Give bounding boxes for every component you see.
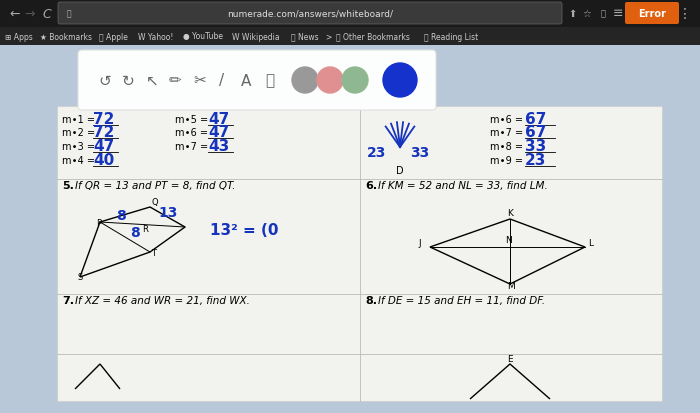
Text: 23: 23 xyxy=(525,153,547,168)
Text: 8: 8 xyxy=(116,209,126,223)
Text: 40: 40 xyxy=(93,153,114,168)
Text: S: S xyxy=(77,272,83,281)
Text: ⊞ Apps: ⊞ Apps xyxy=(5,33,33,41)
Text: If QR = 13 and PT = 8, find QT.: If QR = 13 and PT = 8, find QT. xyxy=(75,180,235,190)
Text: 47: 47 xyxy=(208,112,230,127)
Text: ☆: ☆ xyxy=(582,9,592,19)
FancyBboxPatch shape xyxy=(78,51,436,111)
Text: E: E xyxy=(507,354,512,363)
Text: ⬆: ⬆ xyxy=(568,9,576,19)
Text: 67: 67 xyxy=(525,112,547,127)
Text: 43: 43 xyxy=(208,139,230,154)
Text: D: D xyxy=(396,166,404,176)
Text: K: K xyxy=(507,209,513,218)
Text: ✏: ✏ xyxy=(169,74,181,88)
FancyBboxPatch shape xyxy=(58,3,562,25)
Text: 33: 33 xyxy=(410,146,429,159)
Text: m∙8 =: m∙8 = xyxy=(490,142,523,152)
Text: ⋮: ⋮ xyxy=(678,7,692,21)
Text: J: J xyxy=(418,238,421,247)
Text: 📁 Other Bookmarks: 📁 Other Bookmarks xyxy=(336,33,410,41)
Text: W Wikipedia: W Wikipedia xyxy=(232,33,279,41)
Text: m∙1 =: m∙1 = xyxy=(62,115,95,125)
Text: Error: Error xyxy=(638,9,666,19)
Text: 6.: 6. xyxy=(365,180,377,190)
Text: 13² = (0: 13² = (0 xyxy=(210,223,279,237)
Text: L: L xyxy=(588,238,593,247)
Text: 72: 72 xyxy=(93,112,114,127)
Text: m∙9 =: m∙9 = xyxy=(490,156,523,166)
Text: Q: Q xyxy=(151,197,158,206)
Text: 📖 Reading List: 📖 Reading List xyxy=(424,33,478,41)
Text: 33: 33 xyxy=(525,139,546,154)
Text: >: > xyxy=(326,33,332,41)
Text: 8: 8 xyxy=(130,225,140,240)
Circle shape xyxy=(342,68,368,94)
Text: 🧩: 🧩 xyxy=(601,9,606,19)
Text: R: R xyxy=(142,224,148,233)
Text: →: → xyxy=(25,7,35,21)
Text: m∙6 =: m∙6 = xyxy=(490,115,523,125)
Text: 13: 13 xyxy=(158,206,177,219)
Bar xyxy=(0,46,700,413)
Circle shape xyxy=(292,68,318,94)
Text: If XZ = 46 and WR = 21, find WX.: If XZ = 46 and WR = 21, find WX. xyxy=(75,295,250,305)
Text: ↖: ↖ xyxy=(146,74,158,88)
Text: m∙4 =: m∙4 = xyxy=(62,156,95,166)
Text: 5.: 5. xyxy=(62,180,74,190)
FancyBboxPatch shape xyxy=(625,3,679,25)
Text: 📰 News: 📰 News xyxy=(290,33,318,41)
Text: W Yahoo!: W Yahoo! xyxy=(138,33,174,41)
Text: 67: 67 xyxy=(525,125,547,140)
Text: T: T xyxy=(151,248,156,257)
Text: 72: 72 xyxy=(93,125,114,140)
Text: A: A xyxy=(241,74,251,88)
Text: numerade.com/answers/whiteboard/: numerade.com/answers/whiteboard/ xyxy=(227,9,393,19)
Text: m∙7 =: m∙7 = xyxy=(175,142,208,152)
Text: ★ Bookmarks: ★ Bookmarks xyxy=(40,33,92,41)
Text: m∙2 =: m∙2 = xyxy=(62,128,95,138)
Text: ↺: ↺ xyxy=(99,74,111,88)
Text: N: N xyxy=(505,235,512,244)
Text: 🖼: 🖼 xyxy=(265,74,274,88)
Text: ↻: ↻ xyxy=(122,74,134,88)
Text: If KM = 52 and NL = 33, find LM.: If KM = 52 and NL = 33, find LM. xyxy=(378,180,547,190)
Text: m∙7 =: m∙7 = xyxy=(490,128,523,138)
Text: /: / xyxy=(219,74,225,88)
Text: If DE = 15 and EH = 11, find DF.: If DE = 15 and EH = 11, find DF. xyxy=(378,295,545,305)
Text: ≡: ≡ xyxy=(612,7,623,21)
Text: ● YouTube: ● YouTube xyxy=(183,33,223,41)
Bar xyxy=(57,107,662,401)
Text: 23: 23 xyxy=(367,146,386,159)
Text: ⌾ Apple: ⌾ Apple xyxy=(99,33,127,41)
Text: 47: 47 xyxy=(208,125,230,140)
Circle shape xyxy=(383,64,417,98)
Text: m∙6 =: m∙6 = xyxy=(175,128,208,138)
Text: C: C xyxy=(43,7,51,21)
Text: P: P xyxy=(96,218,101,228)
Text: ←: ← xyxy=(10,7,20,21)
Text: M: M xyxy=(507,281,514,290)
Text: 47: 47 xyxy=(93,139,114,154)
Text: m∙5 =: m∙5 = xyxy=(175,115,208,125)
Bar xyxy=(0,28,700,46)
Text: 7.: 7. xyxy=(62,295,74,305)
Text: ✂: ✂ xyxy=(194,74,206,88)
Text: 🔒: 🔒 xyxy=(67,9,71,19)
Bar xyxy=(0,0,700,28)
Text: 8.: 8. xyxy=(365,295,377,305)
Text: m∙3 =: m∙3 = xyxy=(62,142,95,152)
Circle shape xyxy=(317,68,343,94)
